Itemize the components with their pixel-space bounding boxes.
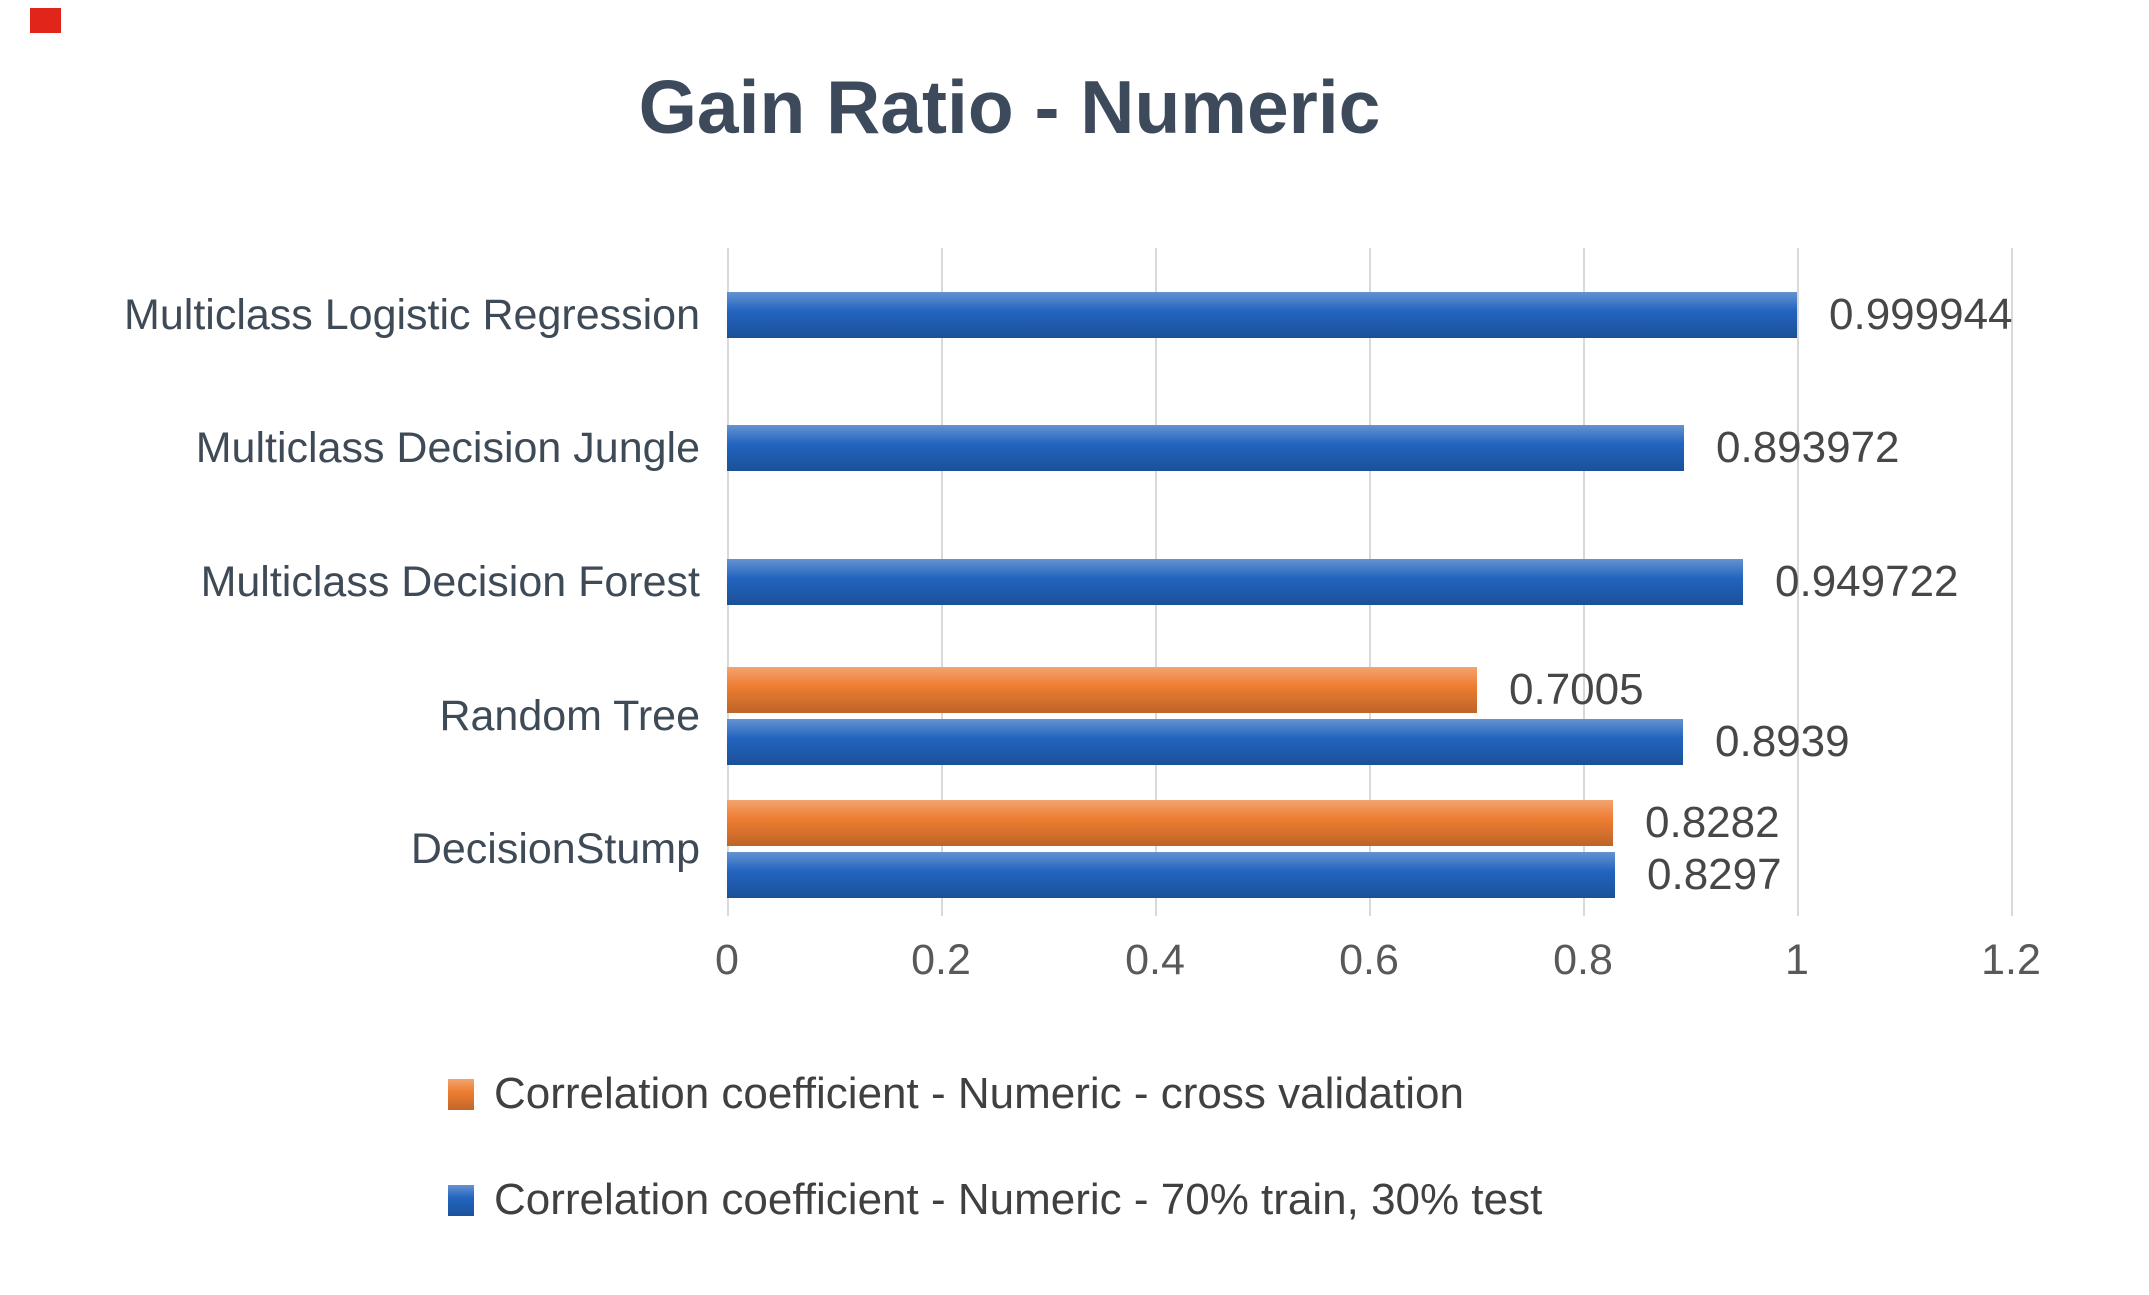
category-label: Random Tree (439, 692, 700, 740)
x-tick-label: 0.4 (1125, 936, 1185, 984)
legend-swatch (448, 1078, 474, 1110)
chart-title: Gain Ratio - Numeric (638, 65, 1381, 149)
value-label: 0.7005 (1509, 665, 1644, 714)
bar (727, 559, 1743, 605)
value-label: 0.8282 (1645, 798, 1780, 847)
bar (727, 852, 1615, 898)
x-tick-label: 0.8 (1553, 936, 1613, 984)
value-label: 0.949722 (1775, 557, 1959, 606)
legend-swatch (448, 1184, 474, 1216)
legend-item: Correlation coefficient - Numeric - 70% … (448, 1172, 1542, 1228)
category-label: Multiclass Decision Forest (200, 558, 700, 606)
x-tick-label: 0.2 (911, 936, 971, 984)
bar (727, 425, 1684, 471)
legend-item: Correlation coefficient - Numeric - cros… (448, 1066, 1464, 1122)
x-tick-label: 1.2 (1981, 936, 2041, 984)
x-tick-label: 1 (1785, 936, 1809, 984)
legend-label: Correlation coefficient - Numeric - cros… (494, 1069, 1464, 1118)
value-label: 0.8939 (1715, 717, 1850, 766)
gridline (2011, 248, 2013, 916)
category-label: DecisionStump (410, 825, 700, 873)
red-marker (30, 8, 61, 33)
value-label: 0.999944 (1829, 290, 2013, 339)
value-label: 0.8297 (1647, 850, 1782, 899)
gridline (1797, 248, 1799, 916)
bar (727, 800, 1613, 846)
x-tick-label: 0.6 (1339, 936, 1399, 984)
legend-label: Correlation coefficient - Numeric - 70% … (494, 1175, 1543, 1224)
bar (727, 667, 1477, 713)
category-label: Multiclass Logistic Regression (124, 291, 700, 339)
bar (727, 292, 1797, 338)
value-label: 0.893972 (1716, 423, 1900, 472)
category-label: Multiclass Decision Jungle (195, 424, 700, 472)
x-tick-label: 0 (715, 936, 739, 984)
bar (727, 719, 1683, 765)
